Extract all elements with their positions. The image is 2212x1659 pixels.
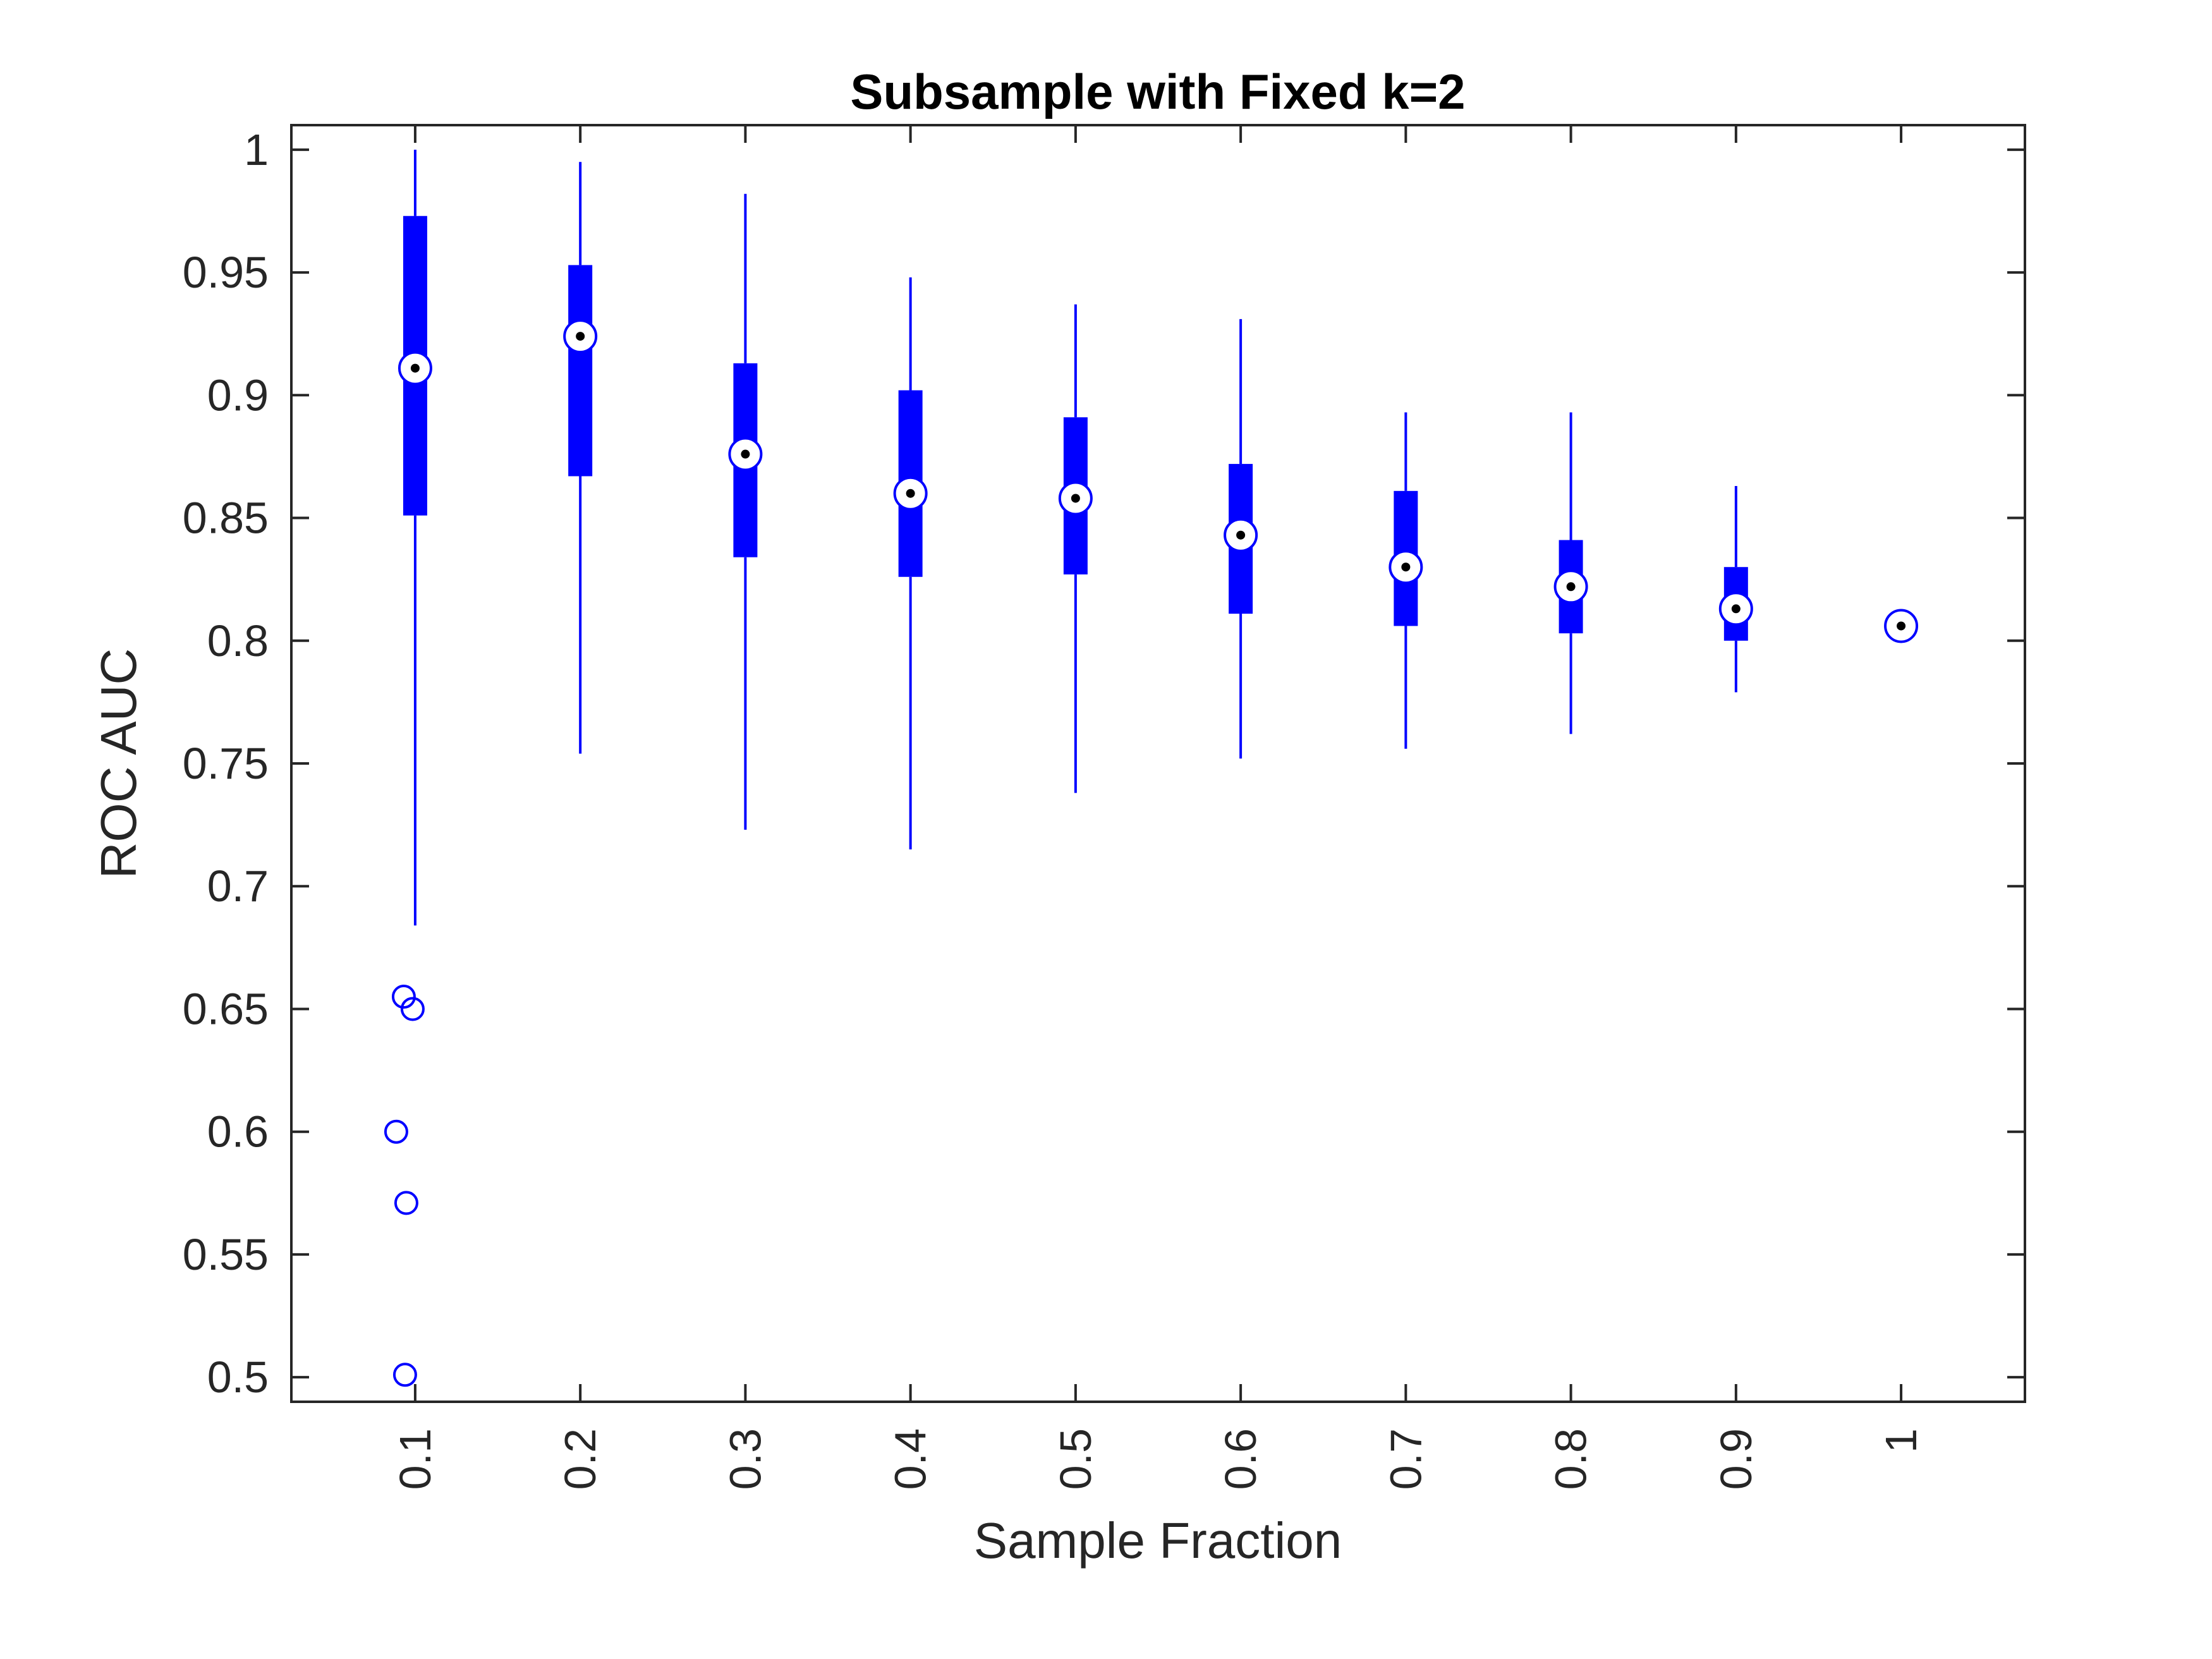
x-tick-label: 0.7 — [1381, 1428, 1430, 1490]
x-tick-label: 0.9 — [1711, 1428, 1761, 1490]
median-dot — [1731, 604, 1741, 614]
median-dot — [1897, 621, 1906, 631]
y-tick-label: 0.75 — [183, 739, 269, 788]
x-tick-label: 1 — [1876, 1428, 1926, 1453]
x-axis-label: Sample Fraction — [974, 1512, 1342, 1569]
outlier-point — [394, 1191, 418, 1215]
y-tick-label: 0.9 — [207, 370, 269, 420]
x-tick-label: 0.8 — [1547, 1428, 1596, 1490]
y-tick-label: 0.65 — [183, 984, 269, 1033]
y-axis-label: ROC AUC — [90, 648, 147, 879]
y-tick-label: 0.7 — [207, 861, 269, 911]
median-dot — [1071, 494, 1080, 503]
iqr-box — [568, 265, 593, 477]
x-tick-label: 0.2 — [556, 1428, 605, 1490]
outlier-point — [392, 1363, 417, 1387]
median-dot — [1566, 582, 1576, 592]
median-dot — [576, 332, 585, 341]
y-tick-label: 0.55 — [183, 1230, 269, 1279]
median-dot — [1236, 530, 1246, 540]
outlier-point — [400, 997, 425, 1021]
y-tick-label: 0.6 — [207, 1107, 269, 1157]
y-tick-label: 0.85 — [183, 494, 269, 543]
y-tick-label: 0.95 — [183, 248, 269, 297]
median-dot — [906, 489, 915, 498]
y-tick-label: 0.8 — [207, 616, 269, 665]
x-tick-label: 0.1 — [391, 1428, 440, 1490]
median-dot — [741, 449, 750, 459]
median-dot — [1401, 562, 1411, 572]
outlier-point — [384, 1119, 408, 1144]
chart-title: Subsample with Fixed k=2 — [850, 64, 1465, 119]
y-tick-label: 1 — [244, 125, 269, 174]
x-tick-label: 0.6 — [1216, 1428, 1265, 1490]
y-tick-label: 0.5 — [207, 1352, 269, 1402]
x-tick-label: 0.5 — [1051, 1428, 1100, 1490]
plot-frame — [290, 124, 2026, 1403]
outlier-point — [391, 985, 416, 1009]
median-dot — [410, 363, 420, 373]
x-tick-label: 0.3 — [720, 1428, 770, 1490]
x-tick-label: 0.4 — [886, 1428, 935, 1490]
